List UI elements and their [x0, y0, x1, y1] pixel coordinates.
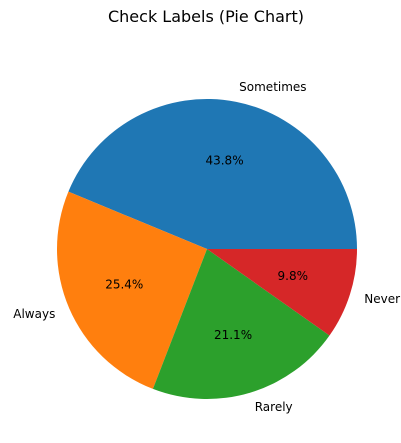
slice-category-label: Never [364, 292, 400, 306]
slice-category-label: Rarely [255, 400, 293, 414]
pie-slices [57, 98, 357, 399]
pie-slice-rarely [152, 249, 330, 399]
pie-labels: 43.8% Sometimes 25.4% Always 21.1% Rarely 9.8%… [13, 80, 400, 414]
slice-category-label: Always [13, 307, 55, 321]
slice-percent-label: 9.8% [278, 269, 309, 283]
pie-slice-always [57, 191, 207, 389]
slice-percent-label: 25.4% [105, 277, 143, 291]
slice-percent-label: 43.8% [205, 154, 243, 168]
pie-slice-never [207, 249, 357, 336]
slice-category-label: Sometimes [239, 80, 306, 94]
slice-percent-label: 21.1% [214, 328, 252, 342]
pie-slice-sometimes [68, 98, 357, 249]
chart-title: Check Labels (Pie Chart) [108, 7, 304, 26]
